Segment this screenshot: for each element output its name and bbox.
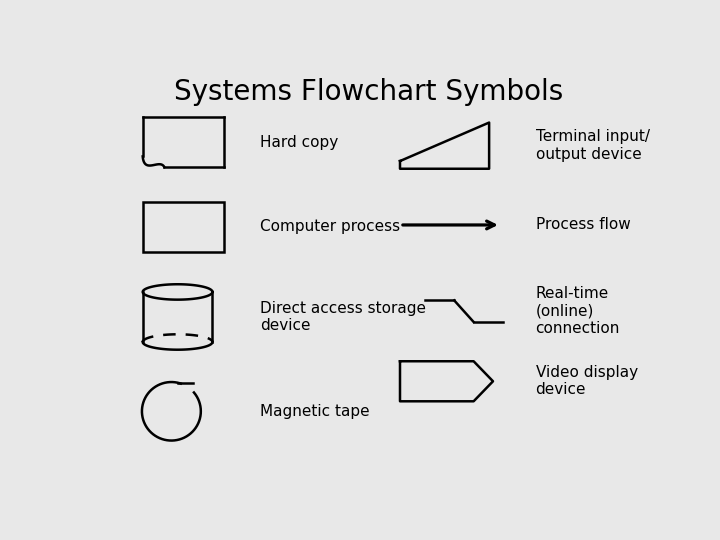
Text: Direct access storage
device: Direct access storage device [261,301,426,333]
Text: Computer process: Computer process [261,219,400,234]
Text: Process flow: Process flow [536,218,631,232]
Text: Magnetic tape: Magnetic tape [261,404,370,419]
Text: Systems Flowchart Symbols: Systems Flowchart Symbols [174,78,564,106]
Text: Terminal input/
output device: Terminal input/ output device [536,130,649,162]
Bar [143,202,224,252]
Text: Video display
device: Video display device [536,365,638,397]
Text: Real-time
(online)
connection: Real-time (online) connection [536,286,620,336]
Text: Hard copy: Hard copy [261,134,338,150]
